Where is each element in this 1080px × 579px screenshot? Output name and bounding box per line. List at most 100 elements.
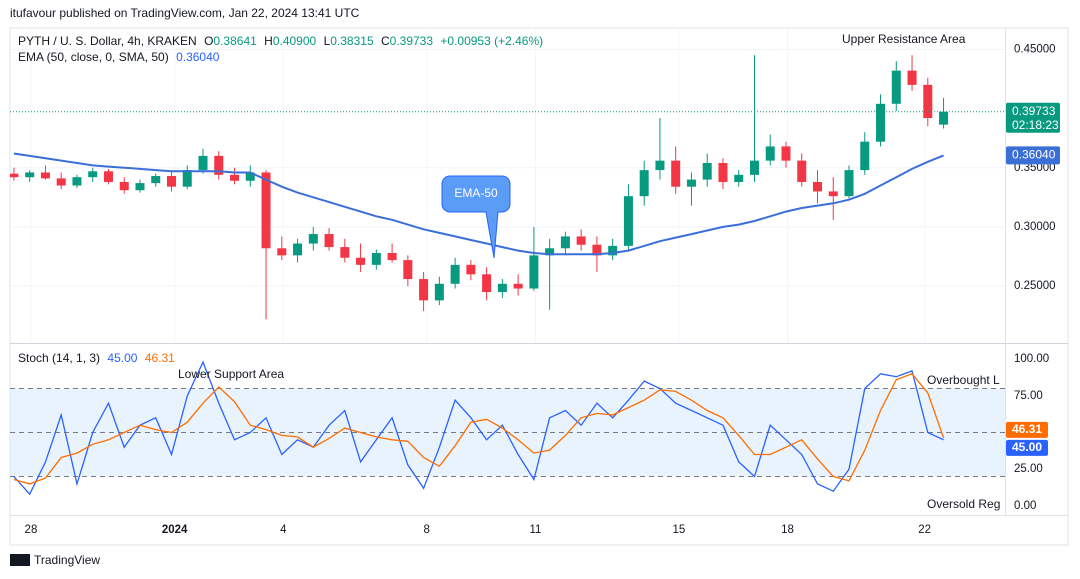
candle-body <box>119 181 129 191</box>
annotation: Oversold Reg <box>927 497 1000 511</box>
candle-body <box>277 248 287 256</box>
candle-body <box>860 141 870 171</box>
x-tick-label: 18 <box>781 524 794 536</box>
stoch-legend: Stoch (14, 1, 3) 45.00 46.31 <box>18 351 175 365</box>
candle-body <box>151 176 161 184</box>
candle-body <box>686 179 696 187</box>
change: +0.00953 (+2.46%) <box>440 34 543 48</box>
candle-body <box>891 70 901 104</box>
candle-body <box>308 234 318 244</box>
candle-body <box>56 178 66 186</box>
candle-body <box>623 196 633 246</box>
x-tick-label: 15 <box>672 524 685 536</box>
ohlc-key: H <box>264 34 273 48</box>
stoch-line <box>13 373 945 485</box>
stoch-k-value: 45.00 <box>107 351 137 365</box>
x-tick-label: 11 <box>529 524 541 536</box>
ema-line <box>13 152 944 256</box>
candle-body <box>403 260 413 280</box>
y-tick-label: 0.45000 <box>1014 43 1056 55</box>
candle-body <box>497 283 507 293</box>
y-tick-label: 100.00 <box>1014 353 1049 365</box>
candle-body <box>655 160 665 171</box>
stoch-pane <box>10 360 1005 496</box>
y-tick-label: 75.00 <box>1014 390 1043 402</box>
candle-body <box>419 279 429 301</box>
candle-body <box>135 183 145 191</box>
candle-body <box>939 111 949 125</box>
candle-body <box>40 172 50 179</box>
stoch-annotations: Overbought L Oversold Reg <box>927 373 1000 511</box>
candle-body <box>813 181 823 192</box>
candle-body <box>10 173 19 178</box>
x-tick-label: 8 <box>424 524 430 536</box>
value-badge <box>1006 439 1048 456</box>
candle-body <box>529 255 539 289</box>
candle-body <box>387 253 397 261</box>
stoch-title: Stoch (14, 1, 3) <box>18 351 100 365</box>
candle-body <box>734 174 744 182</box>
annotation: Upper Resistance Area <box>842 32 966 46</box>
value-label: 45.00 <box>1012 440 1042 454</box>
x-tick-label: 28 <box>25 524 38 536</box>
y-tick-label: 0.25000 <box>1014 280 1056 292</box>
footer: TradingView <box>34 553 100 567</box>
candle-body <box>245 172 255 181</box>
logo-mark <box>10 554 30 566</box>
ohlc-value: 0.38315 <box>330 34 374 48</box>
candle-body <box>371 253 381 265</box>
stoch-line <box>13 360 944 496</box>
candle-body <box>482 274 492 293</box>
ema-label: 0.36040 <box>1012 148 1056 162</box>
price-label: 0.39733 <box>1012 104 1056 118</box>
candle-body <box>639 170 649 197</box>
y-tick-label: 0.35000 <box>1014 162 1056 174</box>
stoch-d-value: 46.31 <box>145 351 175 365</box>
candle-body <box>749 160 759 175</box>
candle-body <box>765 146 775 161</box>
candle-body <box>198 155 208 171</box>
ohlc-key: C <box>381 34 390 48</box>
candle-body <box>167 176 177 187</box>
x-tick-label: 2024 <box>162 524 188 536</box>
ohlc-value: 0.40900 <box>273 34 317 48</box>
candle-body <box>230 174 240 181</box>
ema-badge <box>1006 146 1060 165</box>
candle-body <box>718 163 728 182</box>
value-badge <box>1006 421 1048 438</box>
x-tick-label: 4 <box>280 524 287 536</box>
ohlc-key: O <box>204 34 213 48</box>
candle-body <box>72 177 82 186</box>
candle-body <box>513 283 523 289</box>
ohlc-key: L <box>324 34 331 48</box>
candle-body <box>293 243 303 256</box>
candle-body <box>88 171 98 178</box>
candle-body <box>671 160 681 187</box>
ohlc-value: 0.39733 <box>390 34 434 48</box>
ohlc-value: 0.38641 <box>213 34 257 48</box>
candle-body <box>923 84 933 118</box>
candle-body <box>182 170 192 187</box>
candle-body <box>103 171 113 182</box>
candle-body <box>907 70 917 85</box>
price-badge <box>1006 102 1060 133</box>
overlay-layer: 0.25000 0.30000 0.35000 0.45000 28 2024 4 8 11 15… <box>25 43 1060 536</box>
candle-body <box>545 248 555 256</box>
callout-text: EMA-50 <box>454 186 498 200</box>
candle-body <box>702 163 712 180</box>
countdown: 02:18:23 <box>1012 118 1059 132</box>
y-tick-label: 0.00 <box>1014 500 1036 512</box>
candle-body <box>261 172 271 249</box>
candle-body <box>608 245 618 256</box>
callout-bubble <box>441 175 511 259</box>
candle-body <box>797 160 807 182</box>
candle-body <box>450 264 460 284</box>
candle-body <box>592 244 602 256</box>
candle-body <box>214 155 224 175</box>
candle-body <box>781 146 791 161</box>
annotation: Lower Support Area <box>178 367 284 381</box>
candle-body <box>466 264 476 275</box>
candle-body <box>828 191 838 197</box>
